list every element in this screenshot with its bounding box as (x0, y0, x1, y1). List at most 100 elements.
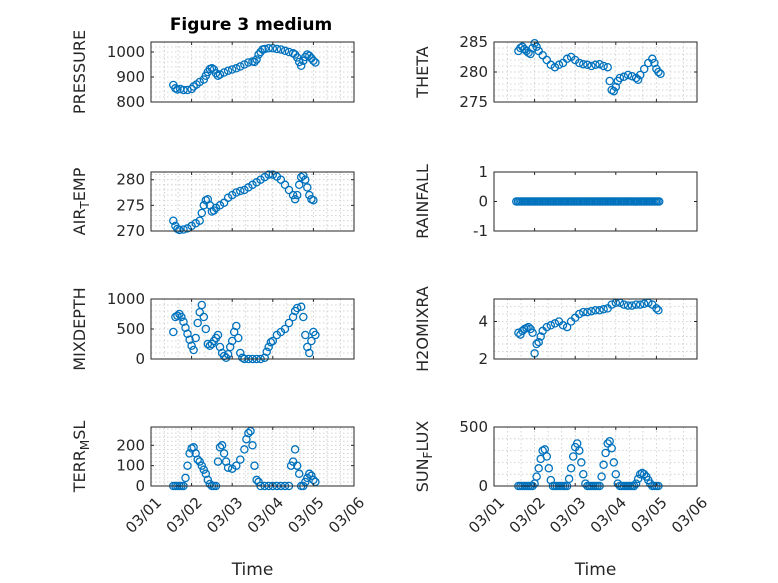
series-markers (169, 44, 320, 95)
y-axis-label: AIRTEMP (70, 167, 92, 235)
data-point (562, 54, 572, 64)
data-point (591, 306, 600, 315)
data-point (193, 318, 202, 328)
axes-box (150, 171, 355, 232)
data-point (595, 306, 604, 315)
y-tick-label: 100 (116, 457, 145, 475)
data-point (591, 60, 600, 70)
tick-marks (150, 427, 355, 487)
data-point (609, 458, 619, 467)
data-point (631, 300, 641, 309)
data-point (546, 475, 556, 485)
data-point (605, 76, 614, 86)
data-point (301, 52, 310, 62)
tick-marks (150, 42, 355, 103)
data-point (542, 322, 552, 332)
y-tick-label: 275 (459, 93, 488, 111)
data-point (211, 69, 221, 78)
axes-box (493, 426, 698, 487)
data-point (219, 449, 229, 458)
data-point (623, 70, 633, 80)
data-point (260, 44, 269, 54)
data-point (236, 348, 245, 358)
data-point (292, 303, 302, 313)
data-point (276, 45, 286, 54)
data-point (648, 54, 657, 64)
data-point (597, 472, 606, 481)
data-point (203, 475, 213, 485)
data-point (232, 321, 241, 331)
data-point (236, 455, 245, 464)
y-tick-label: 800 (116, 93, 145, 111)
data-point (272, 44, 282, 54)
series-markers (512, 197, 664, 206)
data-point (290, 194, 300, 204)
data-point (179, 85, 188, 95)
data-point (579, 59, 588, 69)
data-point (639, 64, 649, 74)
data-point (244, 428, 253, 438)
y-axis-label: MIXDEPTH (70, 287, 89, 370)
data-point (301, 175, 310, 184)
data-point (236, 186, 245, 196)
data-point (536, 332, 545, 341)
data-point (183, 461, 192, 470)
data-point (185, 449, 194, 458)
data-point (234, 333, 243, 343)
y-tick-label: -1 (473, 222, 488, 240)
data-point (181, 473, 190, 483)
plot-background (494, 427, 697, 486)
y-tick-label: 900 (116, 68, 145, 86)
y-axis-label: RAINFALL (413, 164, 432, 239)
tick-marks (150, 172, 355, 232)
data-point (603, 62, 612, 72)
data-point (575, 58, 584, 68)
y-tick-label: 0 (135, 477, 145, 495)
data-point (562, 322, 572, 332)
data-point (201, 324, 211, 334)
data-point (305, 348, 314, 358)
figure-title: Figure 3 medium (170, 15, 332, 35)
data-point (215, 70, 225, 79)
y-tick-label: 2 (478, 350, 488, 368)
data-point (280, 180, 290, 190)
y-axis-label: THETA (413, 46, 432, 98)
data-point (264, 44, 273, 53)
subplot-5: 0 500 1000 MIXDEPTH (70, 287, 355, 371)
data-point (187, 341, 196, 351)
data-point (276, 175, 286, 184)
data-point (193, 455, 202, 464)
data-point (268, 336, 278, 346)
data-point (189, 345, 198, 355)
data-point (579, 469, 588, 479)
data-point (305, 51, 314, 61)
data-point (296, 61, 306, 71)
data-point (546, 60, 556, 70)
series-markers (169, 300, 320, 364)
data-point (219, 198, 229, 208)
data-point (635, 300, 645, 309)
data-point (599, 305, 608, 314)
data-point (240, 60, 249, 69)
data-point (538, 50, 547, 60)
data-point (240, 445, 249, 454)
data-point (309, 56, 318, 66)
subplot-6: 2 4 H2OMIXRA (413, 286, 698, 372)
data-point (611, 469, 621, 479)
data-point (236, 62, 245, 71)
data-point (217, 441, 227, 450)
data-point (177, 312, 186, 322)
axes-box (493, 298, 698, 360)
data-point (599, 61, 608, 71)
data-point (656, 69, 665, 79)
data-point (652, 304, 661, 313)
grid-lines (151, 427, 354, 486)
y-tick-label: 275 (116, 196, 145, 214)
y-tick-label: 0 (478, 477, 488, 495)
data-point (195, 216, 204, 225)
data-point (528, 328, 537, 338)
data-point (175, 225, 184, 235)
y-tick-label: 500 (116, 320, 145, 338)
data-point (292, 461, 302, 470)
data-point (244, 58, 253, 67)
